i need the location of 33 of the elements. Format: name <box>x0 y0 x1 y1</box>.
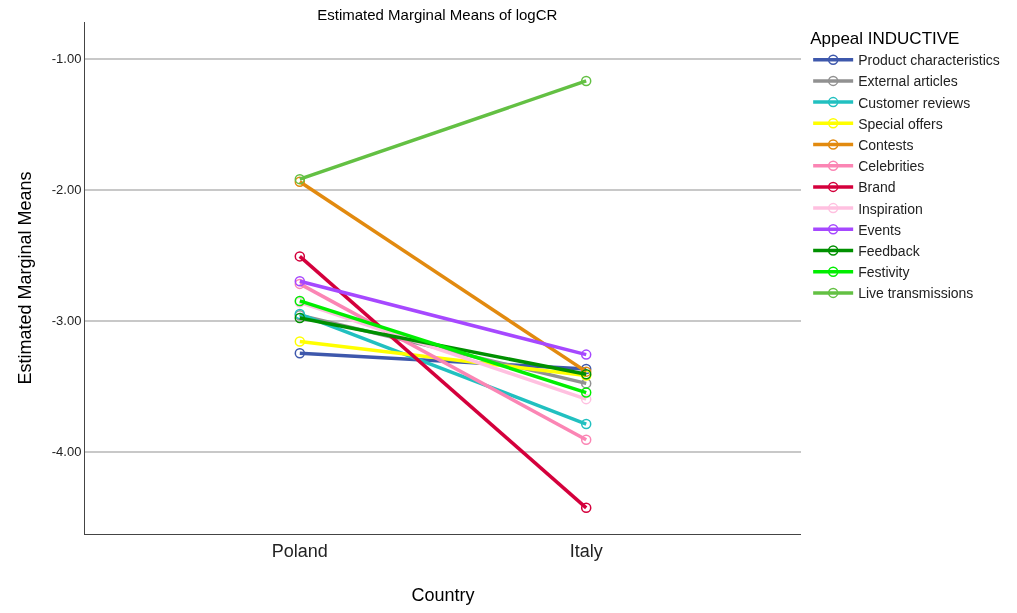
legend-label: Customer reviews <box>858 94 971 111</box>
legend-label: Product characteristics <box>858 52 1000 69</box>
legend-label: Inspiration <box>858 200 923 217</box>
point <box>580 418 592 430</box>
legend-label: Festivity <box>858 264 910 281</box>
point <box>580 502 592 514</box>
y-tick-label: -1.00 <box>51 51 82 67</box>
legend-label: Contests <box>858 136 914 153</box>
point <box>294 348 306 359</box>
legend-label: Live transmissions <box>858 285 974 302</box>
point <box>580 349 592 360</box>
y-tick-label: -3.00 <box>51 313 82 329</box>
point <box>580 393 592 405</box>
y-tick-label: -4.00 <box>51 444 82 460</box>
x-tick-label: Poland <box>271 540 328 561</box>
legend-label: Celebrities <box>858 158 925 175</box>
chart-title: Estimated Marginal Means of logCR <box>317 5 558 23</box>
point <box>580 434 592 445</box>
legend-label: Feedback <box>858 242 921 259</box>
point <box>580 378 592 389</box>
point <box>580 387 592 398</box>
x-axis-title: Country <box>411 584 475 605</box>
legend-label: Events <box>858 221 901 238</box>
legend-label: Special offers <box>858 115 943 132</box>
legend-title: Appeal INDUCTIVE <box>810 29 960 49</box>
legend-label: Brand <box>858 179 896 196</box>
y-axis-title: Estimated Marginal Means <box>14 171 35 385</box>
y-tick-label: -2.00 <box>51 182 82 198</box>
legend-label: External articles <box>858 73 958 90</box>
x-tick-label: Italy <box>569 540 603 561</box>
point <box>294 336 306 347</box>
point <box>294 251 306 262</box>
point <box>580 75 592 87</box>
